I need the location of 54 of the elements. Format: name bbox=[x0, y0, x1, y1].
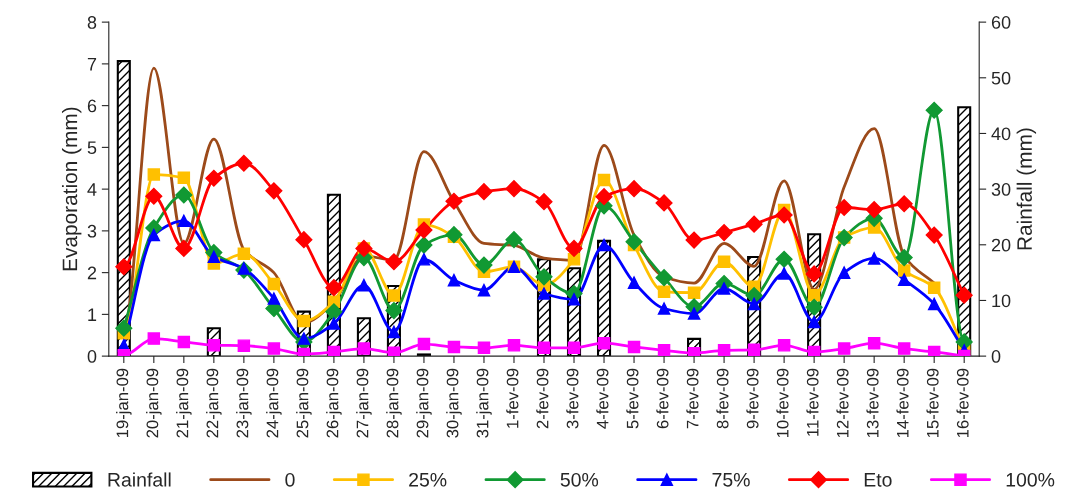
x-tick-label: 22-jan-09 bbox=[206, 368, 222, 438]
y-tick-label: 4 bbox=[87, 183, 97, 196]
y-tick-label: 5 bbox=[87, 141, 97, 155]
x-tick-label: 2-fev-09 bbox=[536, 368, 549, 429]
x-tick-label: 12-fev-09 bbox=[836, 368, 849, 438]
x-tick-label: 16-fev-09 bbox=[956, 368, 969, 438]
x-tick-label: 23-jan-09 bbox=[236, 368, 252, 438]
legend-label: 0 bbox=[285, 472, 295, 487]
x-tick-label: 24-jan-09 bbox=[266, 368, 282, 438]
x-tick-label: 19-jan-09 bbox=[116, 368, 132, 438]
legend-label: Eto bbox=[864, 473, 892, 487]
legend-label: 50% bbox=[560, 472, 599, 487]
y-axis-title: Evaporation (mm) bbox=[61, 107, 82, 271]
x-tick-label: 14-fev-09 bbox=[896, 368, 909, 438]
x-tick-label: 9-fev-09 bbox=[746, 368, 759, 429]
legend-label: 75% bbox=[712, 473, 750, 487]
y-tick-label: 8 bbox=[87, 16, 97, 29]
x-tick-label: 27-jan-09 bbox=[356, 368, 372, 438]
y2-tick-label: 60 bbox=[991, 16, 1011, 29]
y2-tick-label: 20 bbox=[991, 238, 1011, 252]
x-tick-label: 15-fev-09 bbox=[926, 368, 939, 438]
x-tick-label: 5-fev-09 bbox=[626, 368, 639, 429]
legend-label: Rainfall bbox=[108, 472, 171, 487]
x-tick-label: 26-jan-09 bbox=[326, 368, 342, 438]
x-tick-label: 11-fev-09 bbox=[806, 368, 819, 436]
legend-label: 25% bbox=[409, 472, 447, 487]
y-tick-label: 6 bbox=[87, 99, 97, 113]
x-tick-label: 29-jan-09 bbox=[416, 368, 432, 438]
legend-label: 100% bbox=[1006, 472, 1055, 487]
y2-tick-label: 50 bbox=[991, 71, 1011, 85]
x-tick-label: 10-fev-09 bbox=[776, 368, 789, 438]
x-tick-label: 3-fev-09 bbox=[566, 368, 579, 429]
y-tick-label: 3 bbox=[87, 224, 97, 238]
x-tick-label: 25-jan-09 bbox=[296, 368, 312, 438]
x-tick-label: 20-jan-09 bbox=[146, 368, 162, 438]
x-tick-label: 31-jan-09 bbox=[476, 368, 492, 438]
x-tick-label: 7-fev-09 bbox=[686, 368, 699, 429]
x-tick-label: 1-fev-09 bbox=[506, 368, 519, 428]
x-tick-label: 30-jan-09 bbox=[446, 368, 462, 438]
x-tick-label: 28-jan-09 bbox=[386, 368, 402, 438]
y2-tick-label: 10 bbox=[992, 294, 1011, 308]
y-tick-label: 2 bbox=[87, 266, 97, 280]
y2-tick-label: 0 bbox=[991, 350, 1001, 363]
y2-tick-label: 30 bbox=[991, 183, 1011, 196]
x-tick-label: 8-fev-09 bbox=[716, 368, 729, 429]
x-tick-label: 6-fev-09 bbox=[656, 368, 669, 429]
y2-axis-title: Rainfall (mm) bbox=[1016, 128, 1037, 250]
y-tick-label: 0 bbox=[87, 350, 97, 363]
x-tick-label: 4-fev-09 bbox=[596, 368, 609, 429]
x-tick-label: 21-jan-09 bbox=[176, 368, 192, 438]
y-tick-label: 1 bbox=[88, 308, 97, 321]
y2-tick-label: 40 bbox=[991, 127, 1011, 141]
y-tick-label: 7 bbox=[87, 58, 97, 71]
x-tick-label: 13-fev-09 bbox=[866, 368, 879, 438]
